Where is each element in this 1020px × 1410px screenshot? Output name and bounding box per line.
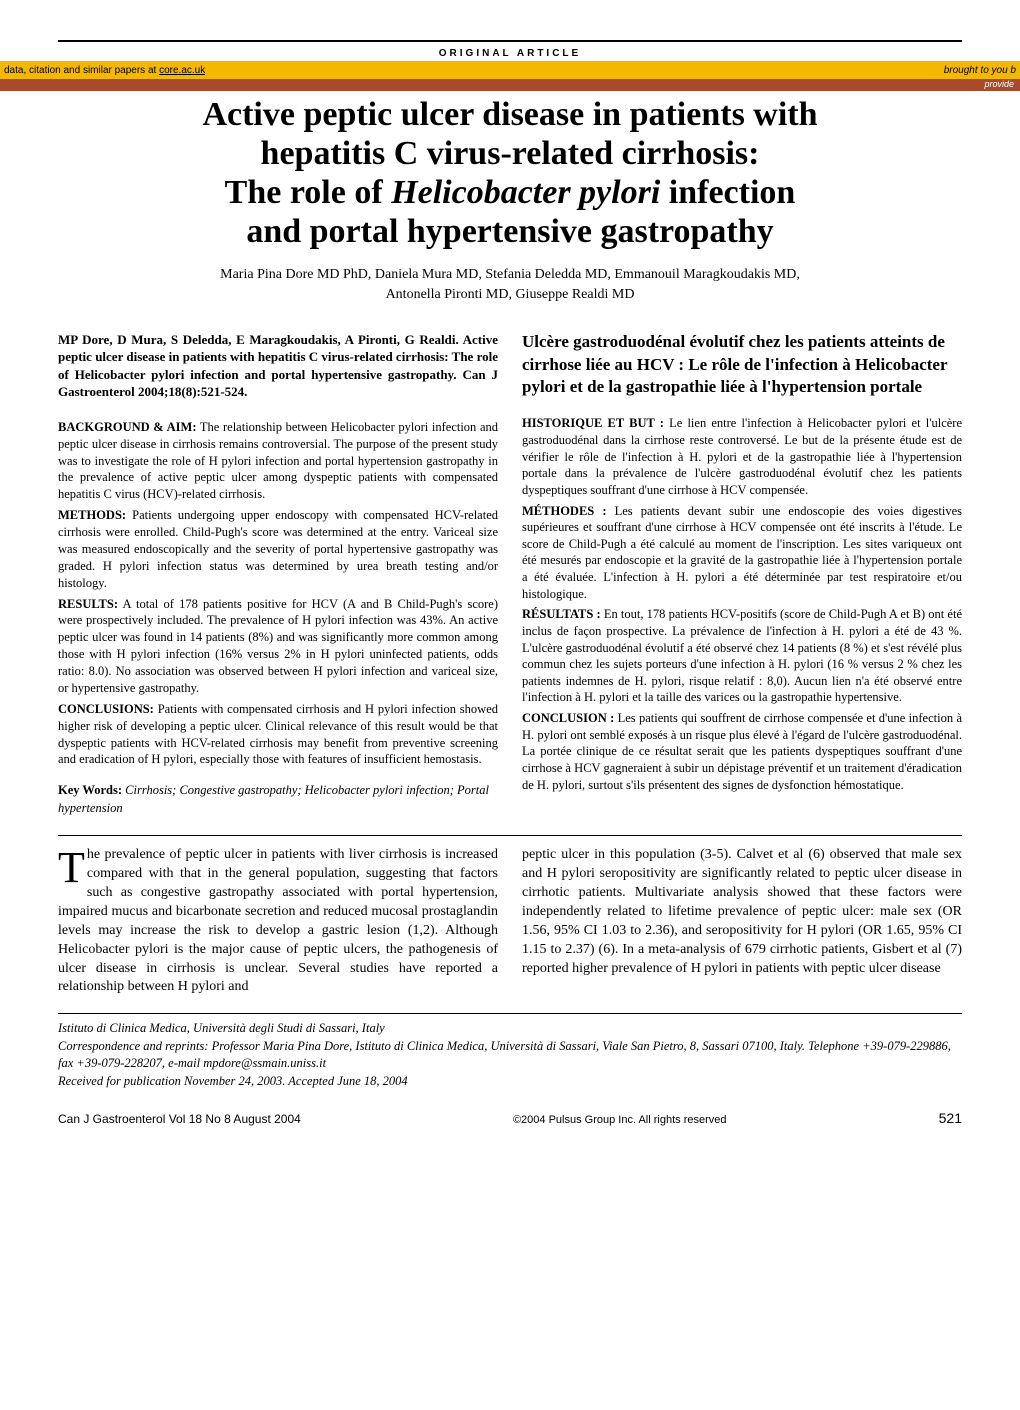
- title-line-3-post: infection: [660, 174, 795, 211]
- fr-hist-head: HISTORIQUE ET BUT :: [522, 416, 664, 430]
- methods-head: METHODS:: [58, 508, 126, 522]
- title-line-1: Active peptic ulcer disease in patients …: [58, 95, 962, 134]
- background-head: BACKGROUND & AIM:: [58, 420, 197, 434]
- body-para-right: peptic ulcer in this population (3-5). C…: [522, 846, 962, 978]
- abstract-conclusions: CONCLUSIONS: Patients with compensated c…: [58, 701, 498, 769]
- authors-line-1: Maria Pina Dore MD PhD, Daniela Mura MD,…: [58, 265, 962, 285]
- results-head: RESULTS:: [58, 597, 118, 611]
- title-line-3-em: Helicobacter pylori: [391, 174, 660, 211]
- fr-meth-text: Les patients devant subir une endoscopie…: [522, 504, 962, 601]
- core-bar-right: brought to you b: [944, 65, 1016, 76]
- abstract-en-column: MP Dore, D Mura, S Deledda, E Maragkouda…: [58, 331, 498, 818]
- affiliation-line-2: Correspondence and reprints: Professor M…: [58, 1038, 962, 1073]
- author-list: Maria Pina Dore MD PhD, Daniela Mura MD,…: [58, 265, 962, 304]
- core-bar-left: data, citation and similar papers at cor…: [4, 65, 205, 76]
- fr-meth-head: MÉTHODES :: [522, 504, 607, 518]
- core-bar-prefix: data, citation and similar papers at: [4, 65, 159, 76]
- article-type-badge: ORIGINAL ARTICLE: [58, 48, 962, 59]
- fr-methodes: MÉTHODES : Les patients devant subir une…: [522, 503, 962, 603]
- footer-copyright: ©2004 Pulsus Group Inc. All rights reser…: [513, 1114, 727, 1126]
- body-columns: The prevalence of peptic ulcer in patien…: [58, 846, 962, 997]
- authors-line-2: Antonella Pironti MD, Giuseppe Realdi MD: [58, 285, 962, 305]
- core-repository-bar: data, citation and similar papers at cor…: [0, 61, 1020, 79]
- abstract-background: BACKGROUND & AIM: The relationship betwe…: [58, 419, 498, 503]
- article-title: Active peptic ulcer disease in patients …: [58, 95, 962, 251]
- abstract-columns: MP Dore, D Mura, S Deledda, E Maragkouda…: [58, 331, 962, 818]
- footer-page-number: 521: [939, 1110, 962, 1126]
- affiliation-line-3: Received for publication November 24, 20…: [58, 1073, 962, 1091]
- fr-con-head: CONCLUSION :: [522, 711, 614, 725]
- page-container: ORIGINAL ARTICLE data, citation and simi…: [0, 0, 1020, 1146]
- fr-title: Ulcère gastroduodénal évolutif chez les …: [522, 331, 962, 400]
- brand-strip: provide: [0, 79, 1020, 91]
- fr-conclusion: CONCLUSION : Les patients qui souffrent …: [522, 710, 962, 793]
- body-left-text: he prevalence of peptic ulcer in patient…: [58, 847, 498, 994]
- affiliation-block: Istituto di Clinica Medica, Università d…: [58, 1013, 962, 1090]
- conclusions-head: CONCLUSIONS:: [58, 702, 154, 716]
- title-line-4: and portal hypertensive gastropathy: [58, 212, 962, 251]
- fr-res-text: En tout, 178 patients HCV-positifs (scor…: [522, 607, 962, 704]
- affiliation-line-1: Istituto di Clinica Medica, Università d…: [58, 1020, 962, 1038]
- abstract-methods: METHODS: Patients undergoing upper endos…: [58, 507, 498, 591]
- abstract-fr-column: Ulcère gastroduodénal évolutif chez les …: [522, 331, 962, 818]
- abstract-results: RESULTS: A total of 178 patients positiv…: [58, 596, 498, 697]
- title-line-3-pre: The role of: [225, 174, 392, 211]
- results-text: A total of 178 patients positive for HCV…: [58, 597, 498, 695]
- keywords-label: Key Words:: [58, 783, 125, 797]
- top-rule: [58, 40, 962, 42]
- core-link[interactable]: core.ac.uk: [159, 65, 205, 76]
- page-footer: Can J Gastroenterol Vol 18 No 8 August 2…: [58, 1110, 962, 1126]
- citation-block: MP Dore, D Mura, S Deledda, E Maragkouda…: [58, 331, 498, 401]
- dropcap: T: [58, 846, 87, 886]
- fr-historique: HISTORIQUE ET BUT : Le lien entre l'infe…: [522, 415, 962, 498]
- keywords-block: Key Words: Cirrhosis; Congestive gastrop…: [58, 782, 498, 817]
- body-separator-rule: [58, 835, 962, 836]
- title-line-2: hepatitis C virus-related cirrhosis:: [58, 134, 962, 173]
- fr-res-head: RÉSULTATS :: [522, 607, 601, 621]
- title-line-3: The role of Helicobacter pylori infectio…: [58, 173, 962, 212]
- footer-journal: Can J Gastroenterol Vol 18 No 8 August 2…: [58, 1112, 301, 1126]
- body-col-right: peptic ulcer in this population (3-5). C…: [522, 846, 962, 997]
- fr-resultats: RÉSULTATS : En tout, 178 patients HCV-po…: [522, 606, 962, 706]
- body-col-left: The prevalence of peptic ulcer in patien…: [58, 846, 498, 997]
- body-para-left: The prevalence of peptic ulcer in patien…: [58, 846, 498, 997]
